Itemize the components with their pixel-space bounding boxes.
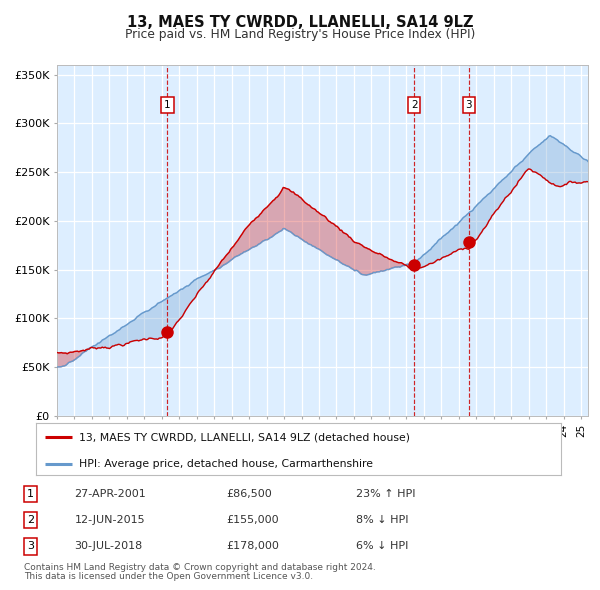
Text: 2: 2 — [27, 515, 34, 525]
Text: 8% ↓ HPI: 8% ↓ HPI — [356, 515, 409, 525]
Text: £86,500: £86,500 — [227, 489, 272, 499]
Text: HPI: Average price, detached house, Carmarthenshire: HPI: Average price, detached house, Carm… — [79, 458, 373, 468]
Text: 1: 1 — [164, 100, 171, 110]
Text: 13, MAES TY CWRDD, LLANELLI, SA14 9LZ: 13, MAES TY CWRDD, LLANELLI, SA14 9LZ — [127, 15, 473, 30]
Text: Contains HM Land Registry data © Crown copyright and database right 2024.: Contains HM Land Registry data © Crown c… — [24, 563, 376, 572]
Text: 30-JUL-2018: 30-JUL-2018 — [74, 542, 143, 552]
Text: £155,000: £155,000 — [227, 515, 280, 525]
Text: 23% ↑ HPI: 23% ↑ HPI — [356, 489, 416, 499]
Text: Price paid vs. HM Land Registry's House Price Index (HPI): Price paid vs. HM Land Registry's House … — [125, 28, 475, 41]
Text: 2: 2 — [411, 100, 418, 110]
Text: 3: 3 — [466, 100, 472, 110]
Text: 1: 1 — [27, 489, 34, 499]
Text: 13, MAES TY CWRDD, LLANELLI, SA14 9LZ (detached house): 13, MAES TY CWRDD, LLANELLI, SA14 9LZ (d… — [79, 432, 410, 442]
Text: 12-JUN-2015: 12-JUN-2015 — [74, 515, 145, 525]
Text: £178,000: £178,000 — [227, 542, 280, 552]
Text: 6% ↓ HPI: 6% ↓ HPI — [356, 542, 409, 552]
Text: 27-APR-2001: 27-APR-2001 — [74, 489, 146, 499]
Text: 3: 3 — [27, 542, 34, 552]
Text: This data is licensed under the Open Government Licence v3.0.: This data is licensed under the Open Gov… — [24, 572, 313, 581]
